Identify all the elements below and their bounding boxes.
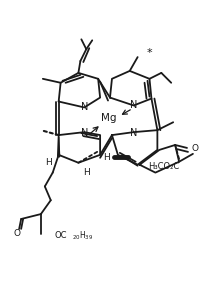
Text: OC: OC [54, 231, 67, 240]
Text: N: N [81, 128, 88, 138]
Text: H₃CO₂C: H₃CO₂C [148, 162, 179, 171]
Text: N: N [81, 103, 88, 112]
Text: Mg: Mg [101, 113, 117, 123]
Text: O: O [191, 144, 198, 153]
Text: H: H [103, 153, 109, 162]
Text: N: N [130, 128, 137, 138]
Text: $_{20}$H$_{39}$: $_{20}$H$_{39}$ [72, 229, 94, 242]
Text: H: H [83, 168, 90, 177]
Polygon shape [58, 137, 60, 157]
Text: N: N [130, 101, 137, 110]
Text: O: O [14, 229, 21, 238]
Text: H: H [45, 158, 52, 167]
Text: *: * [147, 48, 152, 58]
